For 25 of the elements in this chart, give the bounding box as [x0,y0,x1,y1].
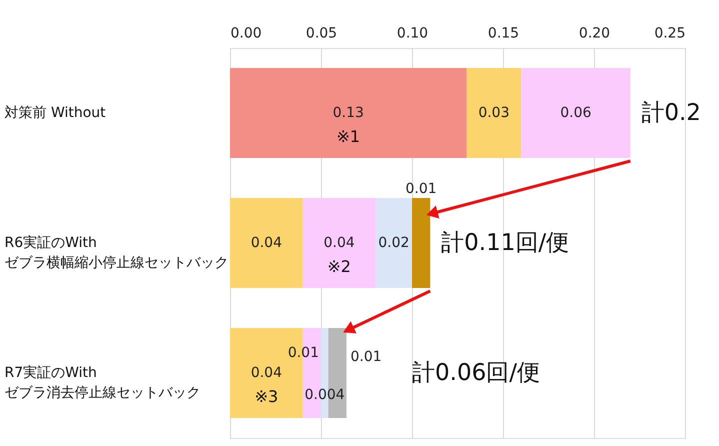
annotation: ※1 [336,127,360,146]
x-tick-label: 0.00 [230,26,262,42]
data-label: 0.04 [250,235,282,251]
x-tick-label: 0.10 [396,26,428,42]
data-label: 0.04 [250,365,282,381]
data-label: 0.04 [324,235,355,251]
data-label: 0.02 [378,235,410,251]
total-label: 計0.11回/便 [441,230,570,256]
data-label: 0.004 [304,387,345,403]
data-label: 0.01 [350,349,382,365]
y-tick-label: R7実証のWith ゼブラ消去停止線セットバック [4,365,200,401]
annotation: ※3 [254,387,278,406]
data-label: 0.06 [560,105,592,121]
total-label: 計0.2 [641,100,701,126]
data-label: 0.13 [332,105,364,121]
y-tick-label: R6実証のWith ゼブラ横幅縮小停止線セットバック [4,235,228,271]
x-tick-label: 0.15 [488,26,520,42]
data-label: 0.03 [478,105,510,121]
total-label: 計0.06回/便 [412,360,540,386]
x-tick-label: 0.25 [654,26,686,42]
data-label: 0.01 [406,181,437,197]
annotation: ※2 [327,257,351,276]
x-tick-label: 0.20 [578,26,610,42]
y-tick-label: 対策前 Without [4,105,106,121]
x-tick-label: 0.05 [306,26,338,42]
